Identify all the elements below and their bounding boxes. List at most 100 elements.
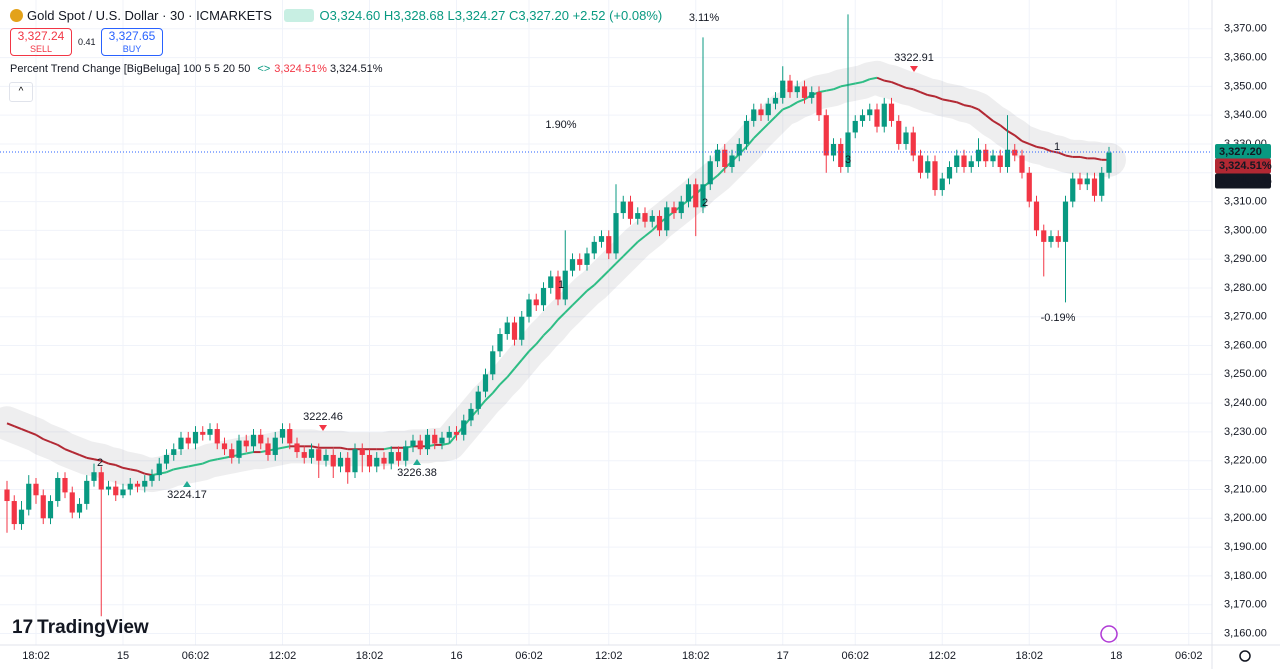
trend-line — [202, 459, 211, 465]
settings-icon — [1239, 650, 1251, 662]
candle-body — [272, 437, 278, 455]
y-tick-label: 3,180.00 — [1224, 570, 1267, 582]
x-tick-label: 12:02 — [928, 650, 956, 662]
collapse-button[interactable]: ^ — [9, 82, 33, 102]
candle-body — [896, 120, 902, 144]
candle-body — [1055, 236, 1061, 242]
trend-line — [920, 91, 929, 96]
indicator-tag — [1215, 158, 1271, 174]
candle-body — [47, 501, 54, 519]
candle-body — [954, 155, 960, 168]
signal-marker — [319, 425, 327, 431]
candle-body — [888, 103, 895, 121]
brand: TradingView — [37, 617, 149, 638]
trend-line — [64, 448, 73, 454]
candle-body — [591, 241, 597, 254]
candle-body — [345, 457, 351, 473]
trend-line — [6, 422, 15, 428]
trend-line — [716, 167, 726, 177]
indicator-legend: Percent Trend Change [BigBeluga] 100 5 5… — [10, 63, 383, 75]
trend-line — [876, 76, 885, 82]
x-tick-label: 18:02 — [1015, 650, 1043, 662]
trend-line — [441, 442, 450, 446]
trend-line — [796, 98, 805, 104]
y-tick-label: 3,340.00 — [1224, 109, 1267, 121]
signal-marker — [413, 459, 421, 465]
y-tick-label: 3,200.00 — [1224, 512, 1267, 524]
candle-body — [504, 322, 510, 335]
candle-body — [192, 431, 199, 444]
annotation: 3322.91 — [894, 52, 934, 64]
x-tick-label: 06:02 — [515, 650, 543, 662]
trend-line — [217, 456, 225, 461]
candle-body — [794, 86, 800, 93]
candle-body — [461, 420, 467, 435]
x-tick-label: 12:02 — [595, 650, 623, 662]
x-tick-label: 18:02 — [356, 650, 384, 662]
candle-body — [127, 483, 133, 490]
trend-line — [644, 229, 653, 237]
trend-line — [1050, 150, 1059, 154]
trend-line — [93, 458, 102, 462]
candle-body — [975, 149, 982, 162]
trend-line — [144, 472, 153, 477]
candle-body — [925, 161, 931, 173]
candle-body — [1026, 172, 1032, 202]
candle-body — [163, 454, 170, 464]
trend-line — [180, 465, 189, 469]
candle-body — [656, 215, 663, 231]
trend-line — [1006, 130, 1016, 137]
trend-line — [115, 464, 124, 469]
candle-body — [678, 201, 684, 214]
candle-body — [142, 480, 148, 487]
candle-body — [526, 299, 532, 317]
trend-line — [593, 277, 603, 286]
trend-line — [1036, 145, 1044, 150]
trend-line — [847, 82, 856, 86]
candle-body — [1048, 236, 1054, 242]
trend-line — [760, 123, 769, 132]
trend-line — [985, 114, 994, 122]
indicator-value: 3,324.51% — [274, 63, 327, 75]
trend-line — [246, 451, 254, 455]
trend-line — [513, 359, 523, 370]
candle-body — [149, 475, 155, 481]
candle-body — [990, 155, 996, 162]
candle-body — [961, 155, 967, 168]
trend-line — [520, 350, 530, 361]
y-tick-label: 3,170.00 — [1224, 599, 1267, 611]
trend-line — [789, 101, 798, 108]
candle-body — [40, 495, 46, 519]
candle-body — [105, 486, 112, 490]
candle-body — [671, 207, 677, 214]
y-tick-label: 3,270.00 — [1224, 311, 1267, 323]
candle-body — [693, 184, 699, 208]
candle-body — [250, 434, 257, 447]
candle-body — [403, 446, 409, 461]
y-tick-label: 3,190.00 — [1224, 541, 1267, 553]
trend-line — [542, 327, 552, 337]
candle-body — [968, 161, 974, 168]
candle-body — [867, 109, 873, 116]
candle-body — [714, 149, 721, 162]
buy-button[interactable]: 3,327.65 BUY — [101, 28, 163, 56]
candle-body — [18, 509, 25, 525]
candle-body — [642, 213, 648, 222]
candle-body — [555, 276, 561, 300]
x-tick-label: 06:02 — [841, 650, 869, 662]
trend-line — [86, 456, 95, 461]
x-tick-label: 06:02 — [1175, 650, 1203, 662]
candle-body — [722, 149, 728, 168]
sell-button[interactable]: 3,327.24 SELL — [10, 28, 72, 56]
indicator-name: Percent Trend Change [BigBeluga] 100 5 5… — [10, 63, 251, 75]
candle-body — [1077, 178, 1083, 185]
candle-body — [809, 92, 815, 98]
trend-line — [564, 304, 574, 314]
trend-line — [209, 458, 218, 462]
candle-body — [830, 143, 837, 156]
y-tick-label: 3,260.00 — [1224, 339, 1267, 351]
trend-line — [1094, 157, 1102, 161]
candle-body — [707, 161, 713, 185]
candle-body — [308, 449, 315, 458]
